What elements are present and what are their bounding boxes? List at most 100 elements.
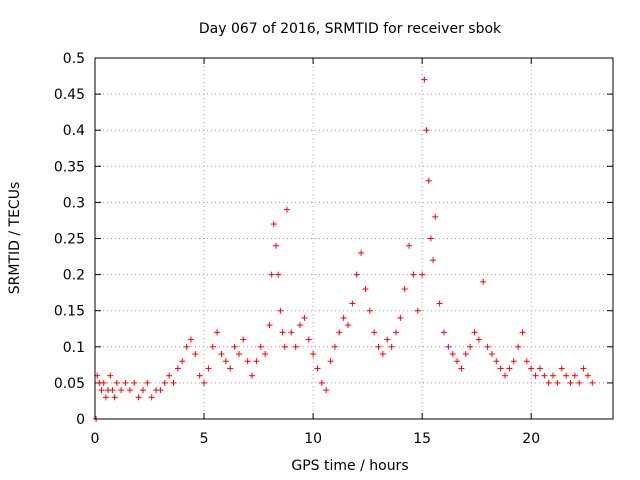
y-tick-label: 0.4: [63, 123, 85, 139]
data-point: [410, 271, 417, 278]
data-point: [262, 351, 269, 358]
data-point: [589, 379, 596, 386]
grid-layer: [95, 58, 613, 419]
data-point: [297, 322, 304, 329]
y-axis-label: SRMTID / TECUs: [7, 182, 23, 295]
data-point: [314, 365, 321, 372]
x-tick-label: 0: [91, 431, 100, 447]
data-point: [467, 343, 474, 350]
data-point: [209, 343, 216, 350]
data-point: [571, 372, 578, 379]
data-point: [257, 343, 264, 350]
chart-title: Day 067 of 2016, SRMTID for receiver sbo…: [199, 21, 502, 37]
data-point: [462, 351, 469, 358]
data-point: [580, 365, 587, 372]
data-point: [179, 358, 186, 365]
data-point: [532, 372, 539, 379]
data-point: [310, 351, 317, 358]
data-point: [563, 372, 570, 379]
ticks-layer: 0 0.05 0.1 0.15 0.2 0.25 0.3 0.35 0.4 0.45 0.5 0 5 10…: [54, 51, 613, 447]
y-tick-label: 0.3: [63, 195, 85, 211]
data-point: [174, 365, 181, 372]
data-point: [305, 336, 312, 343]
data-point: [100, 379, 107, 386]
data-point: [345, 322, 352, 329]
data-point: [340, 314, 347, 321]
data-point: [541, 372, 548, 379]
data-point: [131, 379, 138, 386]
data-point: [331, 343, 338, 350]
y-tick-label: 0.2: [63, 268, 85, 284]
data-point: [118, 387, 125, 394]
data-point: [249, 372, 256, 379]
data-point: [288, 329, 295, 336]
data-point: [192, 351, 199, 358]
data-point: [157, 387, 164, 394]
x-axis-label: GPS time / hours: [291, 458, 408, 474]
data-point: [475, 336, 482, 343]
x-tick-label: 15: [413, 431, 431, 447]
data-point: [244, 358, 251, 365]
data-point: [401, 286, 408, 293]
data-point: [554, 379, 561, 386]
y-tick-label: 0.5: [63, 51, 85, 67]
data-point: [201, 379, 208, 386]
data-point: [273, 242, 280, 249]
data-point: [161, 379, 168, 386]
data-point: [270, 221, 277, 228]
data-point: [484, 343, 491, 350]
data-point: [384, 336, 391, 343]
data-point: [214, 329, 221, 336]
data-point: [458, 365, 465, 372]
data-point: [323, 387, 330, 394]
data-point: [379, 351, 386, 358]
data-point: [144, 379, 151, 386]
plot-frame: [94, 57, 614, 420]
data-point: [523, 358, 530, 365]
x-tick-label: 10: [304, 431, 322, 447]
data-point: [567, 379, 574, 386]
data-point: [358, 249, 365, 256]
data-point: [488, 351, 495, 358]
data-point: [436, 300, 443, 307]
data-point: [397, 314, 404, 321]
data-point: [421, 76, 428, 83]
data-point: [98, 387, 105, 394]
data-point: [349, 300, 356, 307]
data-point: [430, 257, 437, 264]
data-point: [480, 278, 487, 285]
data-point: [113, 379, 120, 386]
data-point: [519, 329, 526, 336]
data-point: [235, 351, 242, 358]
data-point: [218, 351, 225, 358]
data-point: [196, 372, 203, 379]
data-point: [406, 242, 413, 249]
data-point: [449, 351, 456, 358]
data-point: [506, 365, 513, 372]
data-point: [471, 329, 478, 336]
data-point: [318, 379, 325, 386]
data-point: [388, 343, 395, 350]
data-point: [222, 358, 229, 365]
data-point: [107, 372, 114, 379]
data-point: [362, 286, 369, 293]
y-tick-label: 0: [76, 412, 85, 428]
data-point: [550, 372, 557, 379]
data-point: [266, 322, 273, 329]
data-point: [440, 329, 447, 336]
data-point: [419, 271, 426, 278]
data-point: [240, 336, 247, 343]
data-point: [558, 365, 565, 372]
data-point: [170, 379, 177, 386]
data-point: [166, 372, 173, 379]
y-tick-label: 0.25: [54, 232, 85, 248]
data-point: [445, 343, 452, 350]
data-point: [281, 343, 288, 350]
y-tick-label: 0.1: [63, 340, 85, 356]
data-point: [515, 343, 522, 350]
data-point: [510, 358, 517, 365]
data-point: [111, 394, 118, 401]
data-point: [102, 394, 109, 401]
data-point: [231, 343, 238, 350]
data-point: [353, 271, 360, 278]
